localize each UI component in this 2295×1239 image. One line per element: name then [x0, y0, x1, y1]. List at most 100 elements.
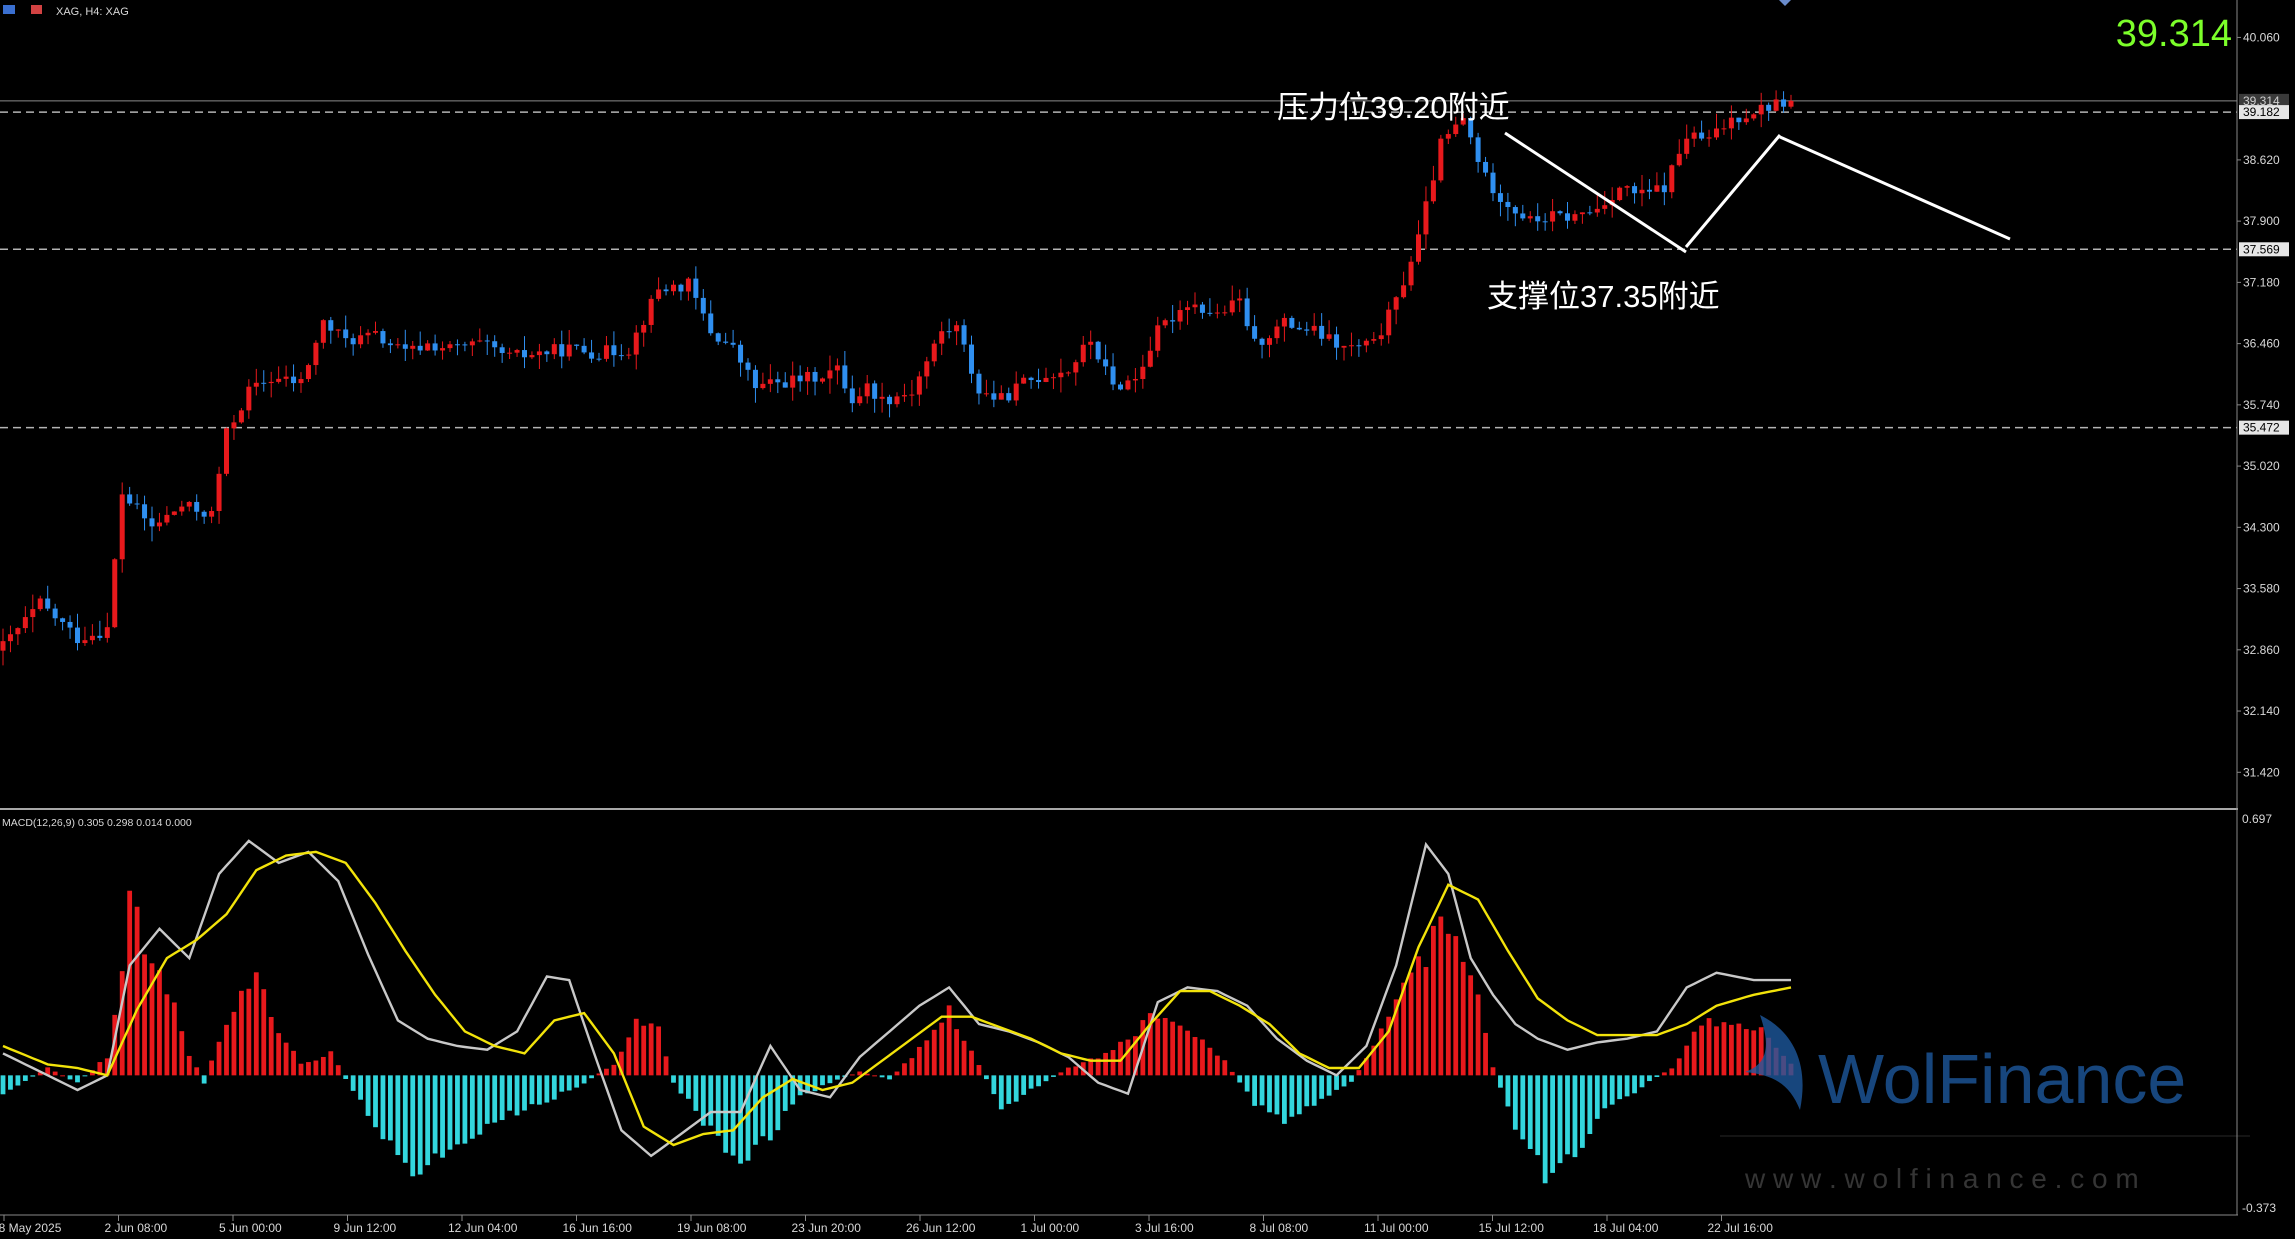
chart-type-icon[interactable] [31, 5, 42, 14]
candle-body [1371, 339, 1377, 341]
time-tick-label: 2 Jun 08:00 [105, 1221, 168, 1235]
trend-line-up[interactable] [1684, 134, 1782, 248]
candle-body [1483, 161, 1489, 173]
candle-body [60, 618, 66, 622]
macd-histogram-bar [313, 1060, 319, 1076]
macd-histogram-bar [767, 1075, 773, 1141]
candle-body [335, 329, 341, 331]
macd-histogram-bar [715, 1075, 721, 1136]
candle-body [1758, 104, 1764, 115]
candle-body [1475, 137, 1481, 162]
candle-body [224, 428, 229, 474]
macd-histogram-bar [194, 1067, 200, 1076]
candle-body [1766, 104, 1772, 111]
candle-body [1401, 285, 1407, 298]
candle-body [1736, 117, 1742, 123]
candle-body [1624, 186, 1630, 188]
candle-body [976, 373, 982, 394]
candle-body [387, 343, 393, 346]
price-panel[interactable]: 压力位39.20附近 支撑位37.35附近 [0, 90, 2237, 666]
candle-body [887, 396, 893, 405]
candle-body [857, 396, 863, 404]
macd-histogram-bar [306, 1062, 311, 1076]
candle-body [1348, 345, 1354, 347]
candle-body [946, 331, 952, 333]
candle-body [1013, 383, 1019, 401]
macd-histogram-bar [730, 1075, 736, 1156]
candle-body [1237, 298, 1243, 301]
candle-body [752, 369, 758, 389]
candle-body [454, 344, 460, 346]
macd-histogram-bar [1393, 999, 1399, 1076]
macd-histogram-bar [902, 1063, 907, 1076]
candle-body [343, 329, 349, 339]
macd-histogram-bar [559, 1075, 565, 1092]
time-axis[interactable]: 28 May 2025 2 Jun 08:00 5 Jun 00:00 9 Jun 1… [0, 1215, 1773, 1235]
candle-body [1557, 211, 1563, 214]
candle-body [1706, 137, 1712, 139]
macd-histogram-bar [1363, 1058, 1369, 1076]
macd-histogram-bar [388, 1075, 393, 1141]
macd-histogram-bar [1542, 1075, 1548, 1184]
macd-histogram-bar [1013, 1075, 1019, 1102]
macd-histogram-bar [879, 1075, 885, 1078]
candle-body [1043, 377, 1049, 382]
candle-body [171, 511, 177, 515]
candle-body [939, 331, 945, 344]
candle-body [201, 511, 207, 517]
macd-histogram-bar [1244, 1075, 1250, 1092]
macd-histogram-bar [1594, 1075, 1600, 1119]
macd-histogram-bar [1520, 1075, 1526, 1140]
trend-line-down-1[interactable] [1504, 131, 1687, 254]
candle-body [782, 382, 788, 388]
time-tick-label: 3 Jul 16:00 [1135, 1221, 1194, 1235]
macd-histogram-bar [1162, 1017, 1168, 1076]
macd-histogram-bar [1423, 967, 1429, 1076]
candle-body [514, 350, 520, 353]
time-tick-label: 16 Jun 16:00 [563, 1221, 633, 1235]
macd-histogram-bar [231, 1011, 237, 1076]
price-tick-label: 40.060 [2243, 30, 2280, 44]
candle-body [484, 340, 490, 342]
macd-histogram-bar [1475, 994, 1481, 1076]
candle-body [1714, 128, 1719, 138]
macd-histogram-bar [700, 1075, 706, 1126]
macd-histogram-bar [969, 1050, 974, 1076]
macd-histogram-bar [708, 1075, 714, 1126]
time-tick-label: 22 Jul 16:00 [1708, 1221, 1774, 1235]
macd-histogram-bar [134, 906, 140, 1076]
macd-histogram-bar [916, 1046, 922, 1076]
candle-body [30, 609, 36, 618]
shift-marker-icon[interactable] [1779, 0, 1791, 6]
macd-histogram-bar [991, 1075, 997, 1095]
macd-histogram-bar [1133, 1036, 1138, 1076]
candle-body [901, 395, 907, 397]
macd-histogram-bar [1550, 1075, 1555, 1173]
candle-body [246, 386, 252, 411]
resistance-annotation: 压力位39.20附近 [1277, 90, 1510, 125]
candle-body [261, 382, 267, 384]
trend-line-down-2[interactable] [1779, 135, 2011, 241]
time-tick-label: 1 Jul 00:00 [1021, 1221, 1080, 1235]
time-tick-label: 23 Jun 20:00 [792, 1221, 862, 1235]
candle-body [1594, 208, 1600, 213]
price-tick-label: 32.860 [2243, 643, 2280, 657]
candle-body [1319, 325, 1325, 339]
candle-body [529, 355, 535, 358]
candle-body [864, 383, 870, 397]
candle-body [827, 370, 833, 379]
window-menu-icon[interactable] [3, 5, 15, 14]
macd-histogram-bar [127, 890, 133, 1076]
macd-histogram-bar [455, 1075, 460, 1145]
macd-histogram-bar [1453, 936, 1459, 1076]
candle-body [536, 351, 542, 356]
macd-histogram-bar [1512, 1075, 1518, 1130]
trend-lines[interactable] [1504, 131, 2011, 254]
candle-body [149, 518, 155, 527]
macd-panel[interactable]: MACD(12,26,9) 0.305 0.298 0.014 0.000 [0, 817, 1794, 1184]
time-tick-label: 15 Jul 12:00 [1479, 1221, 1545, 1235]
price-tick-label: 35.472 [2243, 421, 2280, 435]
macd-histogram-bar [1296, 1075, 1302, 1115]
